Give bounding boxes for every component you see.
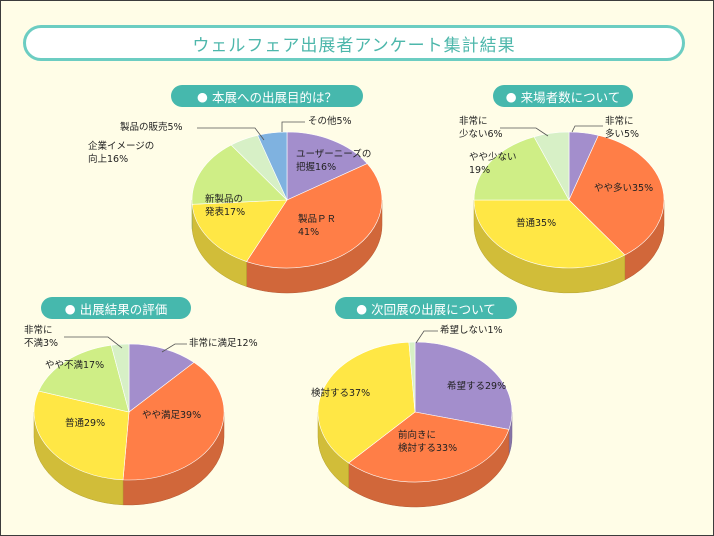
slice-label: 希望する29% [447, 380, 506, 392]
slice-label-line: 製品ＰＲ [298, 213, 336, 225]
chart-3-title-pill: ● 出展結果の評価 [41, 297, 191, 319]
pie-chart-2: 非常に多い5%やや多い35%普通35%やや少ない 19%非常に少ない6% [459, 115, 665, 294]
pie-slice-4 [38, 344, 130, 413]
slice-label-line: 向上16% [88, 153, 128, 165]
title-bar: ウェルフェア出展者アンケート集計結果 [23, 25, 685, 61]
slice-label: 製品ＰＲ 41% [298, 213, 336, 238]
pie-slice-3 [191, 199, 288, 262]
pie-chart-1: ユーザーニーズの把握16% 製品ＰＲ 41% 新製品の発表17% 企業イメージの向上16… [88, 115, 383, 294]
slice-label: やや多い35% [594, 182, 653, 194]
pie-slice-1 [286, 131, 368, 201]
slice-label: 普通29% [65, 417, 105, 429]
chart-2-title-pill: ● 来場者数について [493, 85, 633, 107]
slice-label-line: 不満3% [24, 338, 58, 349]
slice-label-line: 希望する29% [447, 380, 506, 392]
slice-label-line: 非常に満足12% [189, 337, 258, 349]
chart-4-title-pill: ● 次回展の出展について [335, 297, 517, 319]
pie-slice-4 [191, 144, 288, 205]
slice-label-line: 41% [298, 227, 319, 238]
chart-4-title: 次回展の出展について [371, 301, 496, 317]
slice-label: 新製品の発表17% [205, 193, 245, 218]
pie-chart-4: 希望する29% 前向きに検討する33% 検討する37% 希望しない1% [311, 324, 513, 508]
slice-label-line: 普通35% [516, 217, 556, 229]
slice-label-line: 発表17% [205, 206, 245, 218]
slice-label-line: 多い5% [605, 128, 639, 140]
slice-label: やや不満17% [45, 360, 104, 371]
chart-1-title: 本展への出展目的は？ [211, 89, 337, 105]
slice-label: やや少ない 19% [469, 152, 517, 176]
pie-slice-2 [122, 362, 225, 481]
leader-line [571, 125, 603, 133]
leader-line [64, 336, 123, 349]
slice-label-line: 19% [469, 165, 490, 176]
slice-label: 製品の販売5% [120, 121, 183, 133]
pie-slice-1 [128, 343, 195, 413]
chart-2-title: 来場者数について [520, 89, 621, 105]
slice-label-line: やや満足39% [142, 410, 201, 421]
pie-chart-3: 非常に満足12% やや満足39% 普通29% やや不満17% 非常に不満3% [24, 324, 258, 506]
chart-3-title: 出展結果の評価 [79, 301, 168, 317]
slice-label: 前向きに検討する33% [398, 429, 457, 454]
slice-label: やや満足39% [142, 410, 201, 421]
slice-label: 非常に少ない6% [459, 115, 503, 140]
slice-label-line: 少ない6% [459, 129, 503, 140]
pie-slice-2 [568, 134, 665, 256]
bullet-dot: ● [356, 300, 368, 316]
slice-label-line: 希望しない1% [440, 324, 503, 336]
pie-slice-3 [317, 341, 416, 464]
pie-slice-4 [473, 136, 570, 201]
pie-slice-3 [33, 390, 130, 481]
slice-label: 非常に多い5% [605, 115, 639, 140]
slice-label-line: ユーザーニーズの [296, 148, 371, 160]
slice-label-line: 把握16% [296, 161, 336, 173]
slice-label: その他5% [308, 115, 352, 127]
pie-slice-6 [257, 131, 288, 201]
pie-slice-4 [408, 341, 416, 413]
chart-1-title-pill: ● 本展への出展目的は？ [171, 85, 363, 107]
pie-slice-2 [348, 411, 510, 483]
leader-line [197, 127, 265, 141]
page-title: ウェルフェア出展者アンケート集計結果 [192, 35, 516, 56]
slice-label-line: 新製品の [205, 193, 243, 205]
slice-label: 希望しない1% [440, 324, 503, 336]
slice-label-line: 普通29% [65, 417, 105, 429]
slice-label-line: 非常に [459, 115, 488, 127]
slice-label-line: 前向きに [398, 429, 436, 441]
slice-label-line: その他5% [308, 115, 352, 127]
slice-label-line: 非常に [605, 115, 634, 127]
slice-label-line: やや少ない [469, 152, 517, 163]
slice-label-line: やや多い35% [594, 182, 653, 194]
leader-line [415, 330, 438, 344]
pie-slice-2 [246, 163, 383, 269]
leader-line [500, 127, 549, 137]
slice-label: 検討する37% [311, 387, 370, 399]
slice-label-line: 製品の販売5% [120, 121, 183, 133]
bullet-dot: ● [505, 88, 517, 104]
pie-slice-3 [473, 199, 626, 269]
pie-slice-5 [533, 131, 570, 201]
slice-label: ユーザーニーズの把握16% [296, 148, 371, 173]
pie-slice-5 [110, 343, 130, 413]
slice-label-line: 検討する37% [311, 387, 370, 399]
slice-label-line: やや不満17% [45, 360, 104, 371]
slice-label-line: 検討する33% [398, 442, 457, 454]
pie-slice-1 [414, 341, 513, 430]
bullet-dot: ● [64, 300, 76, 316]
slice-label: 企業イメージの向上16% [88, 140, 154, 165]
leader-line [161, 343, 187, 353]
leader-line [281, 121, 305, 132]
slice-label: 非常に不満3% [24, 324, 58, 349]
slice-label: 普通35% [516, 217, 556, 229]
slice-label-line: 非常に [24, 324, 53, 336]
bullet-dot: ● [197, 88, 208, 104]
slice-label-line: 企業イメージの [88, 140, 154, 152]
slice-label: 非常に満足12% [189, 337, 258, 349]
